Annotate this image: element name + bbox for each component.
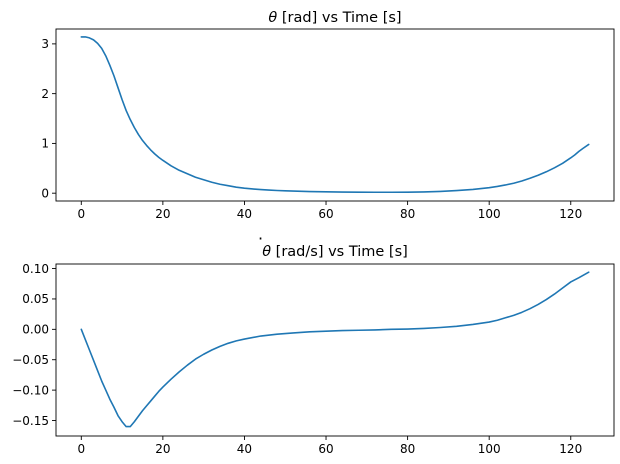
y-tick-label: 0.05: [22, 292, 49, 306]
axes-theta: θ [rad] vs Time [s] 0 20 40 60 80 100 120 0 1 2 3: [41, 10, 615, 221]
chart-title-theta: θ [rad] vs Time [s]: [268, 10, 401, 26]
x-tick-label: 80: [400, 442, 415, 456]
title-text: [rad/s] vs Time [s]: [271, 244, 408, 260]
y-tick-label: 3: [41, 37, 49, 51]
y-tick-label: 1: [41, 137, 49, 151]
y-tick-label: 0.10: [22, 262, 49, 276]
chart-title-theta-dot: θ [rad/s] vs Time [s]: [262, 244, 408, 260]
x-ticks: 0 20 40 60 80 100 120: [77, 201, 582, 221]
x-tick-label: 120: [559, 207, 582, 221]
x-ticks: 0 20 40 60 80 100 120: [77, 436, 582, 456]
y-tick-label: 0.00: [22, 323, 49, 337]
x-tick-label: 40: [237, 207, 252, 221]
y-tick-label: −0.10: [12, 383, 49, 397]
theta-dot-series-line: [80, 271, 590, 428]
y-tick-label: 0: [41, 186, 49, 200]
x-tick-label: 20: [155, 207, 170, 221]
axes-frame: [55, 28, 615, 202]
x-tick-label: 100: [478, 442, 501, 456]
title-symbol: θ: [268, 10, 277, 26]
x-tick-label: 60: [318, 442, 333, 456]
x-tick-label: 0: [77, 207, 85, 221]
x-tick-label: 100: [478, 207, 501, 221]
x-tick-label: 40: [237, 442, 252, 456]
title-dot-accent: ·: [258, 229, 263, 248]
theta-series-line: [80, 36, 590, 194]
x-tick-label: 60: [318, 207, 333, 221]
x-tick-label: 0: [77, 442, 85, 456]
x-tick-label: 120: [559, 442, 582, 456]
title-symbol: θ: [262, 244, 271, 260]
axes-frame: [55, 263, 615, 437]
y-tick-label: −0.05: [12, 353, 49, 367]
title-text: [rad] vs Time [s]: [277, 10, 401, 26]
x-tick-label: 80: [400, 207, 415, 221]
y-ticks: 0.10 0.05 0.00 −0.05 −0.10 −0.15: [12, 262, 56, 428]
axes-theta-dot: θ [rad/s] vs Time [s] · 0 20 40 60 80 100 120 …: [12, 229, 615, 456]
y-tick-label: −0.15: [12, 414, 49, 428]
x-tick-label: 20: [155, 442, 170, 456]
y-ticks: 0 1 2 3: [41, 37, 56, 200]
y-tick-label: 2: [41, 87, 49, 101]
